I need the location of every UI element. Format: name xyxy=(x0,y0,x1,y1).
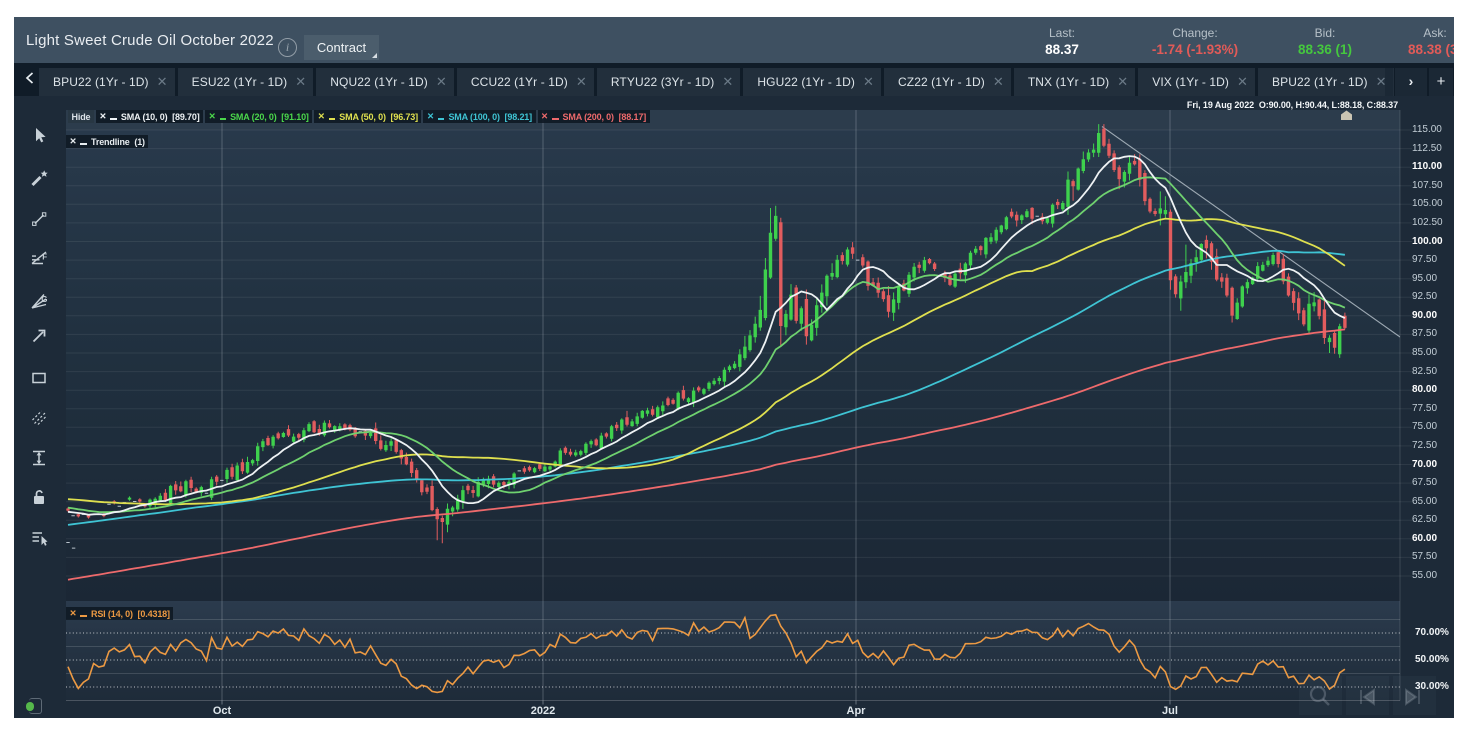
svg-text:F: F xyxy=(42,253,47,262)
svg-text:G: G xyxy=(41,295,47,304)
